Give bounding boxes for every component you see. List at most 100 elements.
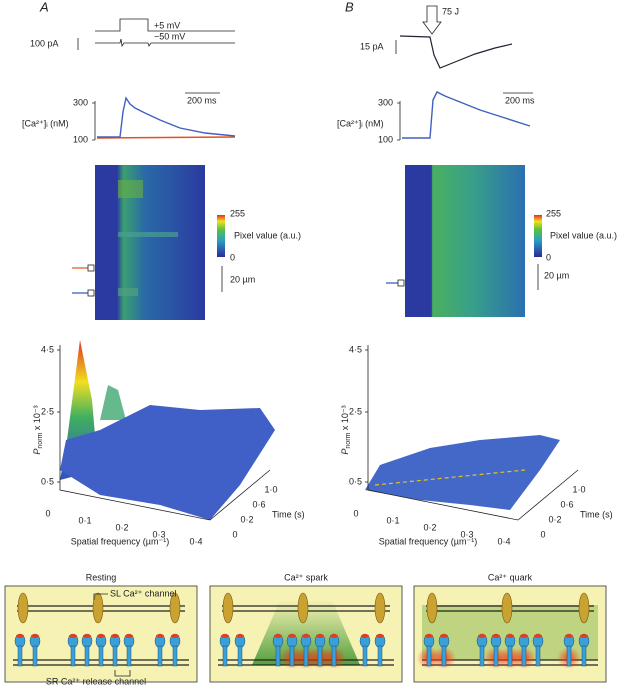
time-scale: 200 ms bbox=[505, 95, 535, 105]
ryr-stalk bbox=[237, 645, 243, 667]
axis-label: Pnorm x 10⁻³ bbox=[340, 405, 351, 454]
tick-label: 0·6 bbox=[252, 499, 265, 509]
ryr-stalk bbox=[275, 645, 281, 667]
schematic-title: Ca²⁺ quark bbox=[488, 572, 533, 582]
ryr-stalk bbox=[157, 645, 163, 667]
axis-label: Spatial frequency (µm⁻¹) bbox=[71, 536, 169, 546]
ryr-cap bbox=[302, 634, 310, 638]
ryr-stalk bbox=[17, 645, 23, 667]
ryr-stalk bbox=[362, 645, 368, 667]
ryr-cap bbox=[580, 634, 588, 638]
ryr-stalk bbox=[70, 645, 76, 667]
ryr-cap bbox=[565, 634, 573, 638]
axis-label: [Ca²⁺]ᵢ (nM) bbox=[337, 118, 384, 128]
marker bbox=[397, 279, 405, 287]
ryr-cap bbox=[125, 634, 133, 638]
tick-label: 300 bbox=[73, 97, 88, 107]
sl-channel bbox=[92, 592, 104, 624]
current-scale: 100 pA bbox=[30, 38, 59, 48]
ca-axis bbox=[92, 101, 96, 141]
ryr-cap bbox=[534, 634, 542, 638]
ryr-cap bbox=[288, 634, 296, 638]
ryr-cap bbox=[221, 634, 229, 638]
colorbar bbox=[534, 215, 542, 257]
tick-label: 0 bbox=[45, 508, 50, 518]
ca-trace bbox=[96, 136, 236, 139]
ryr-cap bbox=[506, 634, 514, 638]
tick-label: 0·2 bbox=[240, 514, 253, 524]
tick-label: 0·3 bbox=[460, 529, 473, 539]
tick-label: 1·0 bbox=[264, 484, 277, 494]
tick-label: 0 bbox=[540, 529, 545, 539]
surface-ridge bbox=[100, 385, 126, 420]
ryr-cap bbox=[156, 634, 164, 638]
time-scale: 200 ms bbox=[187, 95, 217, 105]
line-scan-image bbox=[95, 165, 205, 320]
panel-label: A bbox=[39, 0, 49, 14]
spark bbox=[118, 180, 143, 198]
ryr-cap bbox=[31, 634, 39, 638]
ryr-stalk bbox=[222, 645, 228, 667]
callout-label: SR Ca²⁺ release channel bbox=[46, 676, 146, 686]
ryr-cap bbox=[492, 634, 500, 638]
axis-label: Pnorm x 10⁻³ bbox=[32, 405, 43, 454]
line-scan-image bbox=[405, 165, 525, 317]
schematics: Resting Ca²⁺ spark Ca²⁺ quark SL Ca²⁺ chann… bbox=[4, 572, 607, 686]
tick-label: 1·0 bbox=[572, 484, 585, 494]
tick-label: 0·2 bbox=[423, 522, 436, 532]
ryr-cap bbox=[97, 634, 105, 638]
sl-channel bbox=[222, 592, 234, 624]
sl-channel bbox=[578, 592, 590, 624]
colorbar-min: 0 bbox=[230, 252, 235, 262]
tick-label: 300 bbox=[378, 97, 393, 107]
spark bbox=[118, 232, 178, 237]
sl-channel bbox=[374, 592, 386, 624]
callout bbox=[114, 670, 131, 677]
ryr-stalk bbox=[493, 645, 499, 667]
sl-channel bbox=[426, 592, 438, 624]
stimulus-label: 75 J bbox=[442, 6, 459, 16]
current-trace bbox=[399, 35, 513, 69]
ryr-cap bbox=[376, 634, 384, 638]
axis-label-part: x 10⁻³ bbox=[32, 405, 42, 432]
current-trace bbox=[95, 38, 235, 48]
ryr-stalk bbox=[126, 645, 132, 667]
ryr-cap bbox=[478, 634, 486, 638]
ryr-cap bbox=[520, 634, 528, 638]
ryr-cap bbox=[274, 634, 282, 638]
current-scale: 15 pA bbox=[360, 41, 384, 51]
ryr-stalk bbox=[479, 645, 485, 667]
tick-label: 0·1 bbox=[386, 515, 399, 525]
tick-label: 0·6 bbox=[560, 499, 573, 509]
axis-label-part: P bbox=[340, 449, 350, 455]
sl-channel bbox=[501, 592, 513, 624]
ryr-stalk bbox=[507, 645, 513, 667]
ryr-stalk bbox=[98, 645, 104, 667]
tick-label: 4·5 bbox=[41, 344, 54, 354]
surface bbox=[365, 435, 560, 510]
axis-label-part: x 10⁻³ bbox=[340, 405, 350, 432]
ca-trace bbox=[402, 91, 531, 139]
marker bbox=[87, 264, 95, 272]
colorbar bbox=[217, 215, 225, 257]
sl-channel bbox=[17, 592, 29, 624]
colorbar-max: 255 bbox=[230, 208, 245, 218]
ryr-cap bbox=[111, 634, 119, 638]
ryr-stalk bbox=[303, 645, 309, 667]
tick-label: 100 bbox=[73, 134, 88, 144]
surface bbox=[60, 405, 275, 520]
callout bbox=[93, 593, 108, 600]
ryr-cap bbox=[330, 634, 338, 638]
axis-label: [Ca²⁺]ᵢ (nM) bbox=[22, 118, 69, 128]
sl-channel bbox=[169, 592, 181, 624]
axis-label-part: norm bbox=[345, 432, 352, 448]
axis bbox=[59, 345, 271, 521]
axis-label: Spatial frequency (µm⁻¹) bbox=[379, 536, 477, 546]
ryr-stalk bbox=[581, 645, 587, 667]
ca-axis bbox=[397, 101, 401, 141]
ryr-stalk bbox=[566, 645, 572, 667]
marker bbox=[87, 289, 95, 297]
ryr-stalk bbox=[172, 645, 178, 667]
ryr-stalk bbox=[377, 645, 383, 667]
